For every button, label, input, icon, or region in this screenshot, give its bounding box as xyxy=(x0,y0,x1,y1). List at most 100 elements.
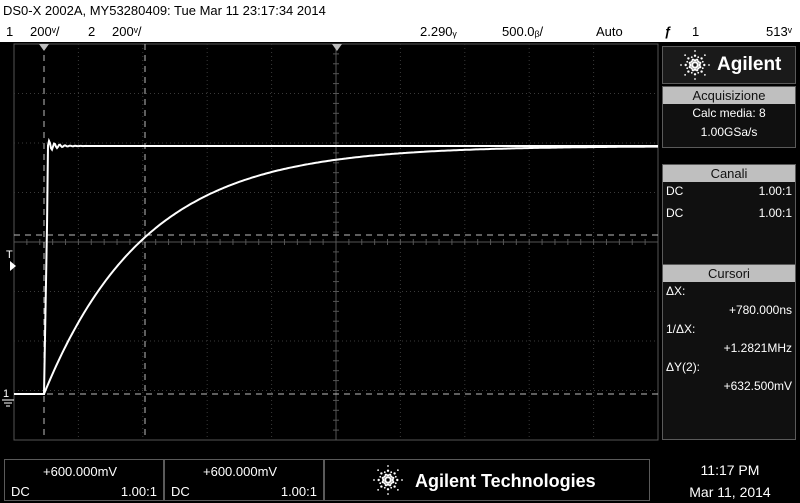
trigger-level-label: T xyxy=(6,249,13,261)
channel-1-bottom-ratio: 1.00:1 xyxy=(120,484,157,499)
spark-dot xyxy=(389,477,392,481)
channel-2-bottom-ratio: 1.00:1 xyxy=(280,484,317,499)
spark-dot xyxy=(691,58,695,61)
dx-label: ΔX: xyxy=(666,284,686,298)
channel-2-softkey[interactable]: +600.000mV DC 1.00:1 xyxy=(164,459,324,501)
ground-marker-1[interactable]: 1 xyxy=(3,388,9,400)
spark-dot xyxy=(692,61,696,64)
inv-dx-value: +1.2821MHz xyxy=(723,341,792,355)
spark-dot xyxy=(381,480,384,484)
spark-dot xyxy=(697,60,700,63)
channel-row-1: DC 1.00:1 xyxy=(663,182,795,201)
spark-dot xyxy=(391,478,394,482)
spark-dot xyxy=(385,481,389,484)
spark-dot xyxy=(690,67,693,70)
spark-dot xyxy=(396,478,399,482)
spark-dot xyxy=(690,71,693,74)
acquisition-title: Acquisizione xyxy=(663,87,795,104)
inv-dx-label: 1/ΔX: xyxy=(666,322,696,336)
trigger-level[interactable]: 513ᵛ xyxy=(766,24,792,39)
spark-dot xyxy=(700,57,703,60)
spark-dot xyxy=(390,471,393,474)
trigger-level-marker[interactable] xyxy=(10,261,16,271)
acquisition-panel[interactable]: Acquisizione Calc media: 8 1.00GSa/s xyxy=(662,86,796,148)
spark-dot xyxy=(708,64,710,66)
spark-dot xyxy=(380,485,383,488)
ch1-scale[interactable]: 200ᵛ/ xyxy=(30,24,60,39)
spark-dot xyxy=(694,50,696,52)
spark-dot xyxy=(390,475,393,478)
spark-dot xyxy=(698,63,701,67)
spark-dot xyxy=(387,476,391,479)
spark-dot xyxy=(386,488,390,491)
spark-dot xyxy=(693,59,697,62)
spark-dot xyxy=(690,60,693,63)
channel-1-offset: +600.000mV xyxy=(43,464,118,479)
spark-dot xyxy=(690,56,693,59)
spark-dot xyxy=(389,479,392,483)
channel-1-softkey[interactable]: +600.000mV DC 1.00:1 xyxy=(4,459,164,501)
spark-dot xyxy=(688,65,691,69)
spark-dot xyxy=(699,61,702,65)
waveform-display[interactable]: T 1 xyxy=(0,42,660,442)
brand-text: Agilent Technologies xyxy=(415,471,596,491)
channel-1-ratio: 1.00:1 xyxy=(758,184,792,198)
ch2-scale[interactable]: 200ᵛ/ xyxy=(112,24,142,39)
ch1-number[interactable]: 1 xyxy=(6,24,14,39)
agilent-logo: Agilent xyxy=(662,46,796,84)
spark-dot xyxy=(693,73,697,76)
cursors-panel[interactable]: Cursori ΔX: +780.000ns 1/ΔX: +1.2821MHz … xyxy=(662,264,796,440)
spark-dot xyxy=(684,63,687,67)
channels-panel[interactable]: Canali DC 1.00:1 DC 1.00:1 xyxy=(662,164,796,268)
spark-dot xyxy=(699,65,702,69)
spark-dot xyxy=(686,60,689,63)
spark-dot xyxy=(696,62,699,66)
spark-dot xyxy=(701,60,704,63)
spark-dot xyxy=(397,469,399,471)
spark-dot xyxy=(387,465,389,467)
spark-dot xyxy=(692,66,696,69)
spark-dot xyxy=(383,475,386,478)
spark-dot xyxy=(694,61,698,64)
spark-dot xyxy=(386,474,390,477)
spark-dot xyxy=(687,70,690,73)
spark-dot xyxy=(384,473,388,476)
trigger-channel[interactable]: 1 xyxy=(692,24,700,39)
agilent-spark-icon-bottom xyxy=(373,465,403,495)
spark-dot xyxy=(379,475,382,478)
clock-date: Mar 11, 2014 xyxy=(689,484,771,500)
spark-dot xyxy=(377,489,379,491)
cursors-title: Cursori xyxy=(663,265,795,282)
spark-dot xyxy=(387,493,389,495)
spark-dot xyxy=(385,476,389,479)
time-offset[interactable]: 2.290ᵧ xyxy=(420,24,457,39)
timebase[interactable]: 500.0ᵦ/ xyxy=(502,24,544,39)
dy-value: +632.500mV xyxy=(723,379,792,393)
clock-time: 11:17 PM xyxy=(700,462,760,478)
spark-dot xyxy=(401,479,403,481)
spark-dot xyxy=(697,67,700,70)
spark-dot xyxy=(394,475,397,478)
cursor-x1-marker[interactable] xyxy=(39,44,49,51)
spark-dot xyxy=(688,61,691,65)
channel-row-2: DC 1.00:1 xyxy=(663,204,795,223)
channel-2-coupling: DC xyxy=(666,206,684,220)
channel-2-bottom-coupling: DC xyxy=(171,484,190,499)
spark-dot xyxy=(686,67,689,70)
spark-dot xyxy=(680,64,682,66)
spark-dot xyxy=(377,478,380,482)
spark-dot xyxy=(392,476,395,480)
spark-dot xyxy=(704,74,706,76)
trigger-position-marker[interactable] xyxy=(332,44,342,51)
trigger-mode[interactable]: Auto xyxy=(596,24,623,39)
spark-dot xyxy=(387,481,391,484)
spark-dot xyxy=(392,480,395,484)
spark-dot xyxy=(384,479,387,483)
spark-dot xyxy=(684,74,686,76)
spark-dot xyxy=(695,58,699,61)
channel-2-offset: +600.000mV xyxy=(203,464,278,479)
dy-label: ΔY(2): xyxy=(666,360,701,374)
spark-dot xyxy=(694,66,698,69)
ch2-number[interactable]: 2 xyxy=(88,24,96,39)
spark-dot xyxy=(700,70,703,73)
